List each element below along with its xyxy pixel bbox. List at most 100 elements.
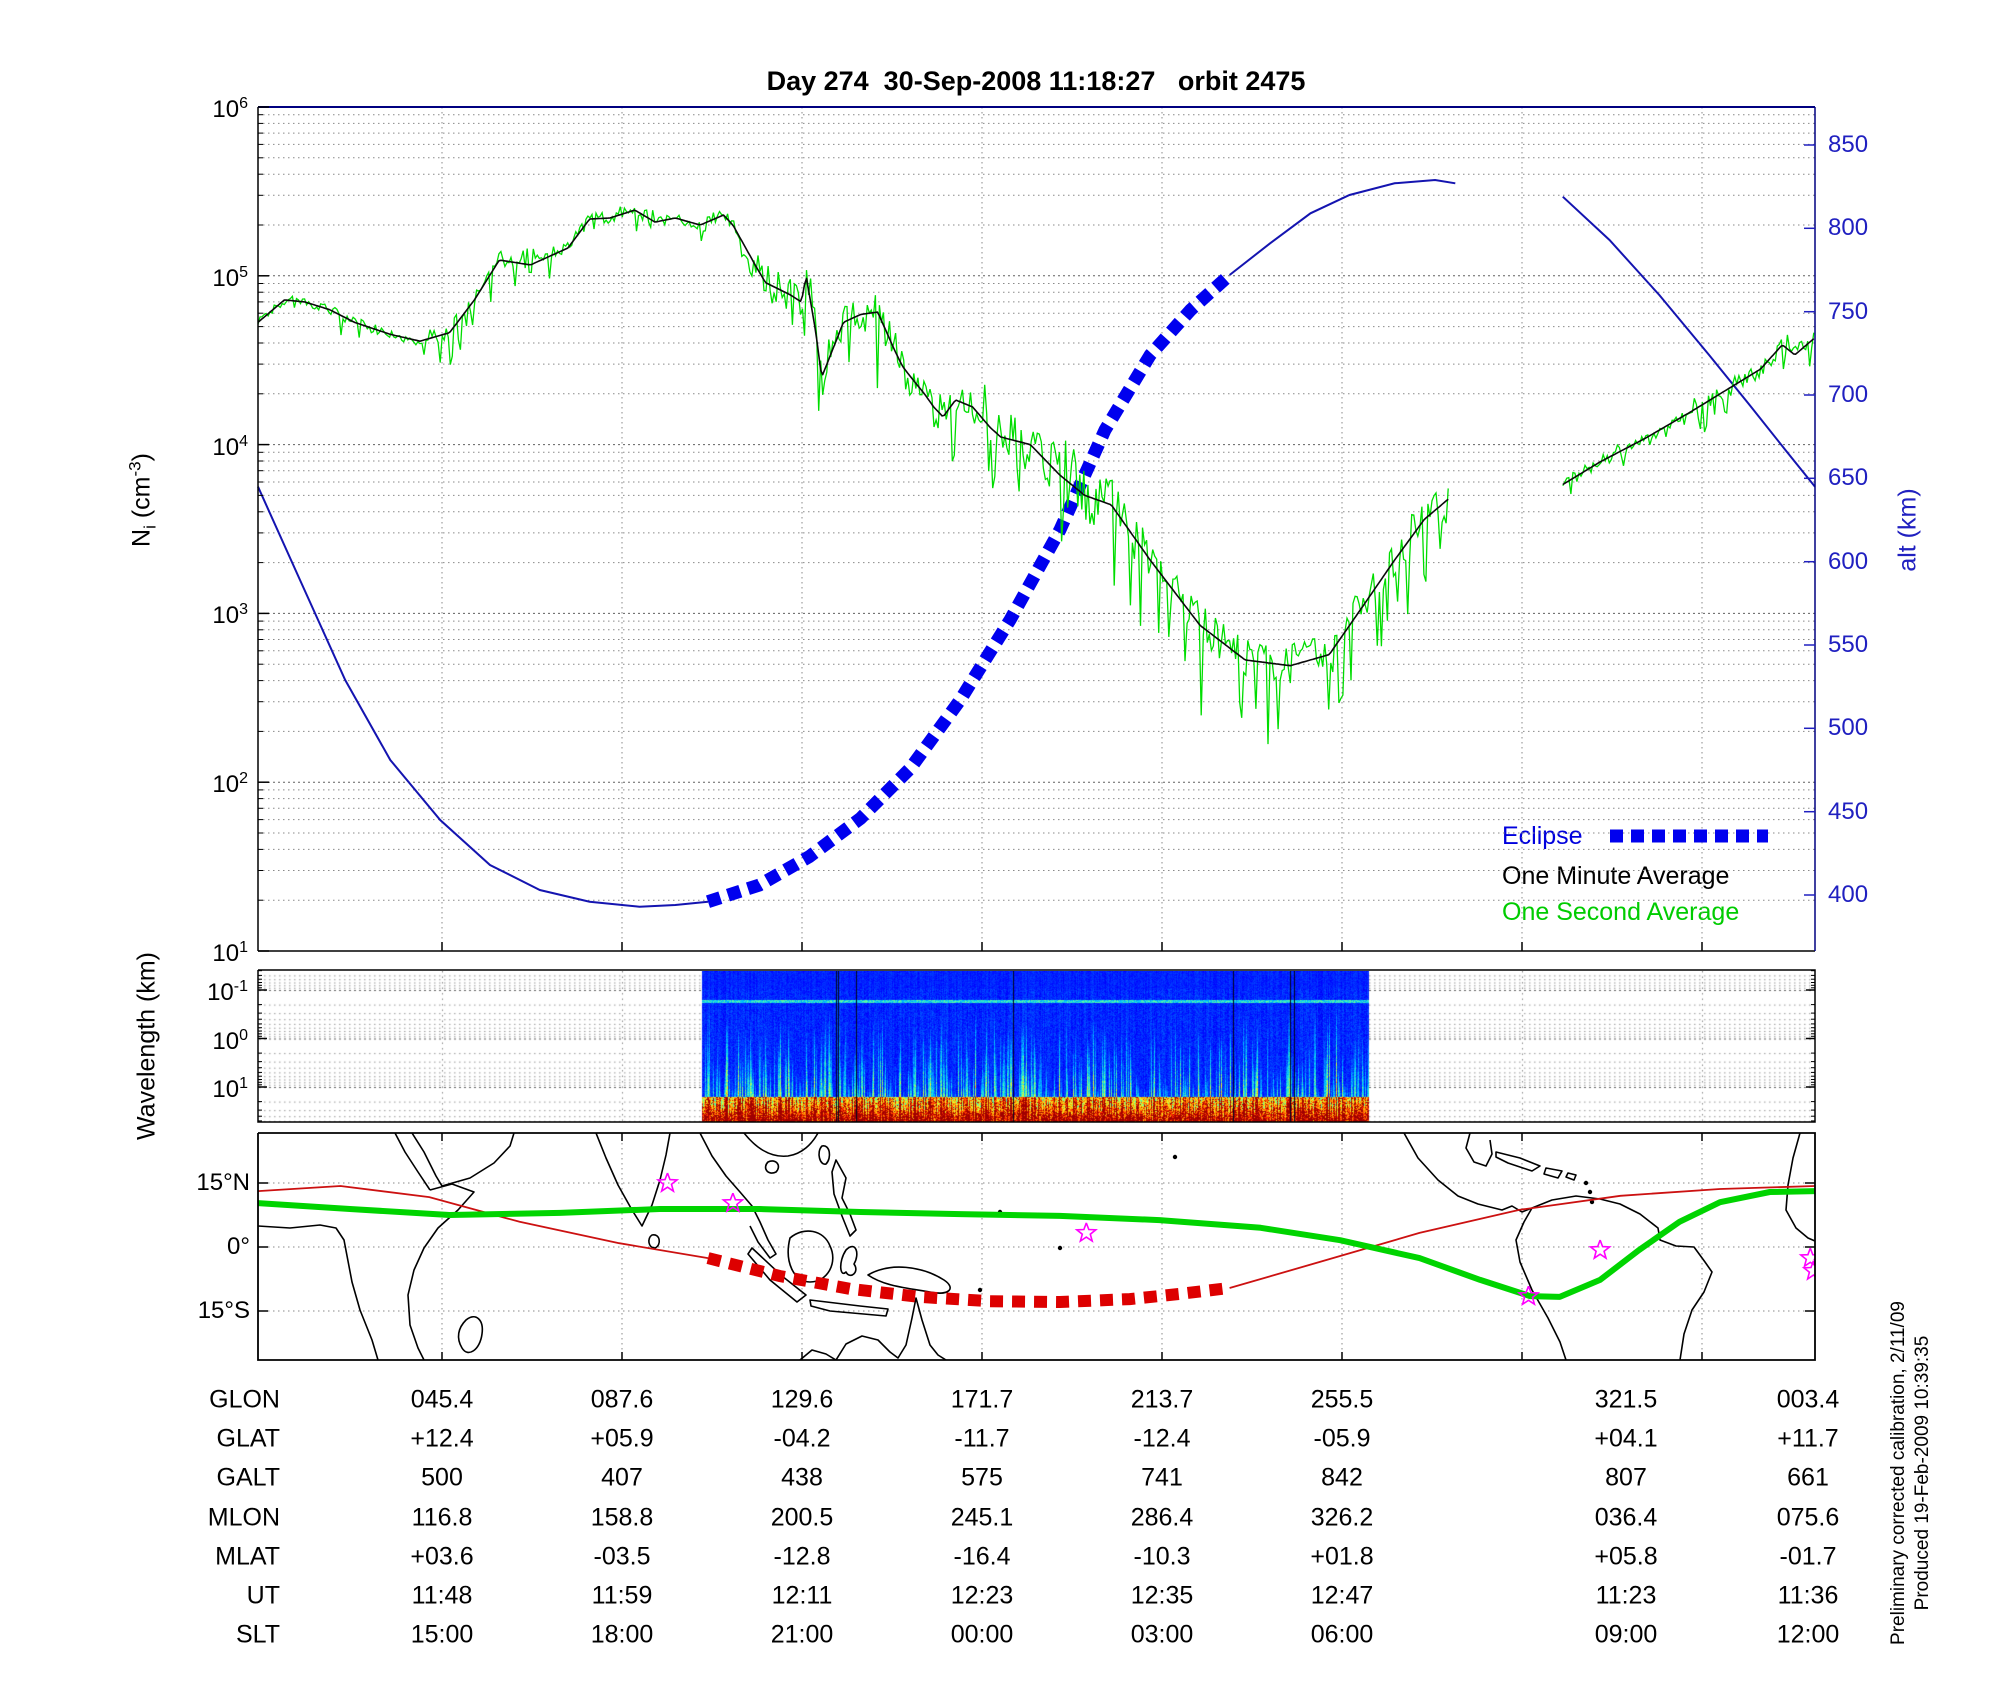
ground-station-star: [655, 1172, 680, 1193]
ground-station-star: [1801, 1260, 1815, 1281]
coastline: [743, 1133, 819, 1158]
coastline: [1465, 1133, 1493, 1167]
table-cell-mlon: 158.8: [590, 1503, 654, 1532]
table-cell-glon: 129.6: [770, 1385, 834, 1414]
table-cell-mlon: 075.6: [1776, 1503, 1840, 1532]
table-cell-galt: 807: [1605, 1463, 1647, 1492]
table-cell-slt: 15:00: [410, 1620, 474, 1649]
altitude-tick-label: 650: [1828, 464, 1869, 492]
table-row-label: MLON: [207, 1503, 280, 1532]
page-title: Day 274 30-Sep-2008 11:18:27 orbit 2475: [766, 66, 1306, 96]
table-cell-glat: -04.2: [773, 1424, 831, 1453]
table-cell-mlat: +01.8: [1310, 1542, 1374, 1571]
table-row-label: MLAT: [215, 1542, 280, 1571]
ground-station-star: [1074, 1222, 1098, 1243]
latitude-tick-label: 0°: [227, 1233, 250, 1260]
table-cell-glon: 321.5: [1594, 1385, 1658, 1414]
table-cell-slt: 06:00: [1310, 1620, 1374, 1649]
table-cell-mlon: 036.4: [1594, 1503, 1658, 1532]
wavelength-spectrogram-canvas: [259, 971, 1815, 1122]
coastline: [648, 1234, 661, 1249]
coastline: [1403, 1133, 1533, 1213]
coastline: [867, 1266, 951, 1294]
table-cell-glon: 003.4: [1776, 1385, 1840, 1414]
ground-station-star: [1798, 1247, 1815, 1269]
table-cell-ut: 11:23: [1595, 1581, 1657, 1610]
table-cell-mlat: +03.6: [410, 1542, 474, 1571]
table-cell-ut: 11:36: [1777, 1581, 1839, 1610]
table-cell-mlat: -03.5: [593, 1542, 651, 1571]
density-tick-label: 104: [212, 432, 248, 461]
table-cell-ut: 12:47: [1310, 1581, 1374, 1610]
latitude-tick-label: 15°S: [197, 1297, 250, 1324]
altitude-tick-label: 800: [1828, 214, 1869, 242]
coastline: [809, 1299, 889, 1317]
coastline: [1531, 1195, 1713, 1360]
coastline: [258, 1224, 379, 1360]
table-cell-glat: -12.4: [1133, 1424, 1191, 1453]
wavelength-tick-label: 100: [212, 1026, 248, 1055]
legend-one-second-label: One Second Average: [1502, 898, 1740, 926]
coastline: [1515, 1207, 1567, 1360]
density-tick-label: 102: [212, 770, 248, 799]
table-cell-galt: 407: [601, 1463, 643, 1492]
density-tick-label: 105: [212, 263, 248, 292]
coastline: [1785, 1133, 1815, 1242]
table-cell-mlat: +05.8: [1594, 1542, 1658, 1571]
altitude-tick-label: 700: [1828, 381, 1869, 408]
table-cell-glat: +12.4: [410, 1424, 474, 1453]
ground-station-star: [721, 1192, 745, 1213]
table-cell-glon: 213.7: [1130, 1385, 1194, 1414]
coastline: [1565, 1172, 1577, 1181]
legend-eclipse-label: Eclipse: [1502, 822, 1583, 850]
table-cell-glon: 171.7: [950, 1385, 1014, 1414]
table-row-label: UT: [246, 1581, 280, 1610]
coastline: [1543, 1167, 1563, 1179]
wavelength-tick-label: 101: [212, 1075, 248, 1103]
table-cell-mlon: 326.2: [1310, 1503, 1374, 1532]
coastline: [839, 1245, 858, 1277]
table-row-label: GALT: [216, 1463, 280, 1492]
table-cell-galt: 842: [1321, 1463, 1363, 1492]
table-cell-mlon: 116.8: [411, 1503, 473, 1532]
table-cell-glon: 255.5: [1310, 1385, 1374, 1414]
table-cell-glon: 087.6: [590, 1385, 654, 1414]
coastline: [799, 1297, 947, 1360]
table-cell-glat: +11.7: [1777, 1424, 1839, 1453]
table-row-label: GLAT: [216, 1424, 280, 1453]
altitude-tick-label: 750: [1828, 297, 1869, 325]
table-cell-glon: 045.4: [410, 1385, 474, 1414]
altitude-tick-label: 550: [1828, 631, 1869, 658]
table-cell-glat: +04.1: [1594, 1424, 1658, 1453]
table-cell-slt: 03:00: [1130, 1620, 1194, 1649]
table-row-label: SLT: [236, 1620, 280, 1649]
density-tick-label: 106: [212, 95, 248, 123]
altitude-tick-label: 500: [1828, 714, 1869, 742]
table-cell-galt: 500: [421, 1463, 463, 1492]
table-row-label: GLON: [209, 1385, 280, 1414]
table-cell-slt: 21:00: [770, 1620, 834, 1649]
coastline: [764, 1160, 780, 1174]
coastline: [457, 1316, 484, 1354]
table-cell-mlon: 286.4: [1130, 1503, 1194, 1532]
table-cell-slt: 00:00: [950, 1620, 1014, 1649]
coastline: [787, 1230, 834, 1283]
table-cell-slt: 09:00: [1594, 1620, 1658, 1649]
table-cell-mlon: 200.5: [770, 1503, 834, 1532]
table-cell-mlat: -12.8: [773, 1542, 831, 1571]
density-tick-label: 103: [212, 601, 248, 630]
table-cell-galt: 438: [781, 1463, 823, 1492]
latitude-tick-label: 15°N: [196, 1169, 250, 1196]
table-cell-galt: 741: [1141, 1463, 1183, 1492]
table-cell-mlon: 245.1: [950, 1503, 1014, 1532]
legend-one-minute-label: One Minute Average: [1502, 862, 1730, 890]
table-cell-ut: 12:23: [950, 1581, 1014, 1610]
coastline: [1495, 1151, 1541, 1172]
table-cell-slt: 12:00: [1776, 1620, 1840, 1649]
ground-station-star: [1588, 1239, 1612, 1260]
density-tick-label: 101: [212, 939, 248, 967]
table-cell-mlat: -16.4: [953, 1542, 1011, 1571]
coastline: [394, 1133, 431, 1191]
table-cell-ut: 12:11: [771, 1581, 833, 1610]
table-cell-glat: +05.9: [590, 1424, 654, 1453]
